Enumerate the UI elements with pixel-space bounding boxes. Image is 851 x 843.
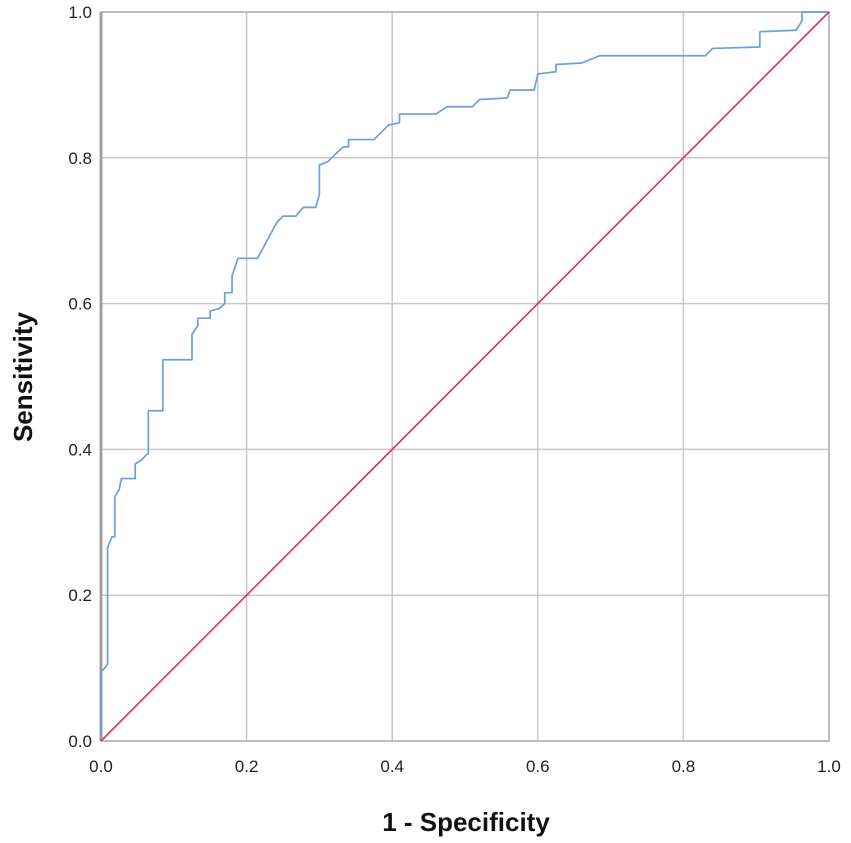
x-tick-label: 1.0 <box>817 757 841 776</box>
x-tick-label: 0.2 <box>235 757 259 776</box>
y-tick-label: 0.8 <box>68 149 92 168</box>
y-tick-label: 0.6 <box>68 295 92 314</box>
x-tick-label: 0.8 <box>672 757 696 776</box>
x-axis-title: 1 - Specificity <box>382 807 550 837</box>
x-tick-label: 0.0 <box>89 757 113 776</box>
y-tick-label: 1.0 <box>68 3 92 22</box>
y-tick-label: 0.0 <box>68 732 92 751</box>
series-lines <box>100 11 830 742</box>
y-axis-title: Sensitivity <box>8 311 38 442</box>
y-tick-label: 0.4 <box>68 440 92 459</box>
x-tick-label: 0.6 <box>526 757 550 776</box>
y-tick-label: 0.2 <box>68 586 92 605</box>
roc-curve-line <box>100 11 829 741</box>
grid <box>101 12 829 741</box>
plot-frame <box>99 11 830 742</box>
x-tick-label: 0.4 <box>380 757 404 776</box>
tick-labels: 0.0 0.2 0.4 0.6 0.8 1.0 0.0 0.2 0.4 0.6 0.8 1.0 <box>68 3 840 776</box>
reference-diagonal-line <box>100 11 830 742</box>
